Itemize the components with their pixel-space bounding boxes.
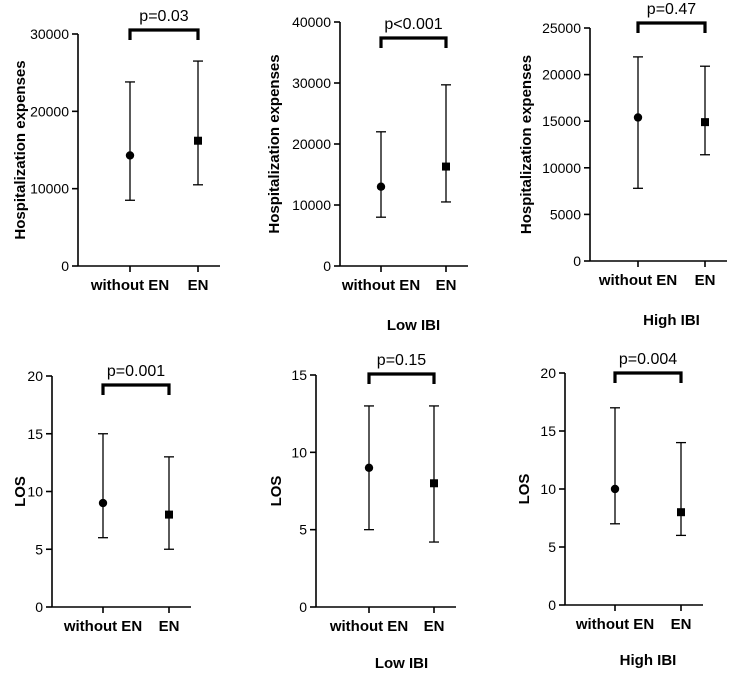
y-tick-label: 30000 — [30, 26, 69, 42]
y-tick-label: 10 — [27, 484, 43, 500]
x-axis-title: High IBI — [643, 312, 700, 329]
x-category-label: EN — [671, 616, 692, 633]
x-category-label: without EN — [598, 272, 677, 289]
x-category-label: EN — [436, 277, 457, 294]
median-point-without-en — [633, 113, 643, 122]
y-axis-title: LOS — [516, 474, 533, 505]
y-tick-label: 5000 — [550, 206, 581, 222]
panel-4: 0 5 10 15 20 without EN EN LOS p=0.001 — [12, 363, 191, 635]
y-tick-label: 0 — [548, 597, 556, 613]
x-axis-title: Low IBI — [375, 655, 428, 672]
y-tick-label: 5 — [35, 541, 43, 557]
y-tick-label: 20 — [540, 365, 556, 381]
significance-bracket — [613, 371, 683, 383]
y-tick-label: 0 — [323, 258, 331, 274]
x-category-label: without EN — [90, 277, 169, 294]
y-tick-label: 10000 — [292, 197, 331, 213]
x-category-label: without EN — [63, 618, 142, 635]
significance-bracket — [128, 28, 200, 40]
x-category-label: EN — [695, 272, 716, 289]
x-axis-title: High IBI — [620, 652, 677, 669]
panel-5: 0 5 10 15 without EN EN LOS Low IBI p=0.15 — [268, 352, 456, 672]
x-category-label: without EN — [329, 618, 408, 635]
significance-bracket — [367, 372, 436, 384]
y-axis-title: Hospitalization expenses — [12, 60, 29, 239]
p-value-label: p=0.001 — [107, 363, 165, 380]
x-category-label: EN — [188, 277, 209, 294]
significance-bracket — [636, 21, 707, 33]
median-point-without-en — [125, 151, 135, 160]
x-category-label: EN — [424, 618, 445, 635]
median-point-en — [701, 118, 709, 127]
p-value-label: p=0.47 — [647, 1, 696, 18]
panel-2: 0 10000 20000 30000 40000 without EN EN Hospita… — [266, 14, 468, 334]
panel-6: 0 5 10 15 20 without EN EN LOS High IBI p=0.004 — [516, 351, 703, 669]
y-tick-label: 5 — [548, 539, 556, 555]
y-axis-title: Hospitalization expenses — [266, 54, 283, 233]
p-value-label: p=0.004 — [619, 351, 677, 368]
y-tick-label: 25000 — [542, 20, 581, 36]
y-tick-label: 10000 — [542, 160, 581, 176]
y-axis-title: LOS — [268, 476, 285, 507]
median-point-without-en — [376, 182, 386, 191]
median-point-without-en — [610, 484, 620, 494]
y-tick-label: 0 — [573, 253, 581, 269]
y-tick-label: 15 — [291, 367, 307, 383]
median-point-without-en — [98, 498, 108, 508]
x-category-label: without EN — [341, 277, 420, 294]
median-point-en — [442, 162, 450, 171]
y-tick-label: 0 — [35, 599, 43, 615]
median-point-en — [194, 136, 202, 145]
p-value-label: p=0.03 — [139, 8, 188, 25]
y-axis-title: LOS — [12, 476, 29, 507]
y-tick-label: 0 — [61, 258, 69, 274]
median-point-without-en — [364, 463, 374, 472]
y-tick-label: 0 — [299, 599, 307, 615]
y-tick-label: 20000 — [292, 136, 331, 152]
panel-3: 0 5000 10000 15000 20000 25000 without EN EN Hos… — [518, 1, 727, 329]
y-tick-label: 15 — [27, 426, 43, 442]
y-tick-label: 5 — [299, 522, 307, 538]
y-tick-label: 15000 — [542, 113, 581, 129]
median-point-en — [677, 508, 685, 517]
p-value-label: p=0.15 — [377, 352, 426, 369]
significance-bracket — [379, 36, 448, 48]
y-tick-label: 30000 — [292, 75, 331, 91]
median-point-en — [430, 479, 438, 488]
y-tick-label: 10 — [291, 444, 307, 460]
median-point-en — [165, 510, 173, 519]
y-tick-label: 15 — [540, 423, 556, 439]
y-tick-label: 20000 — [542, 67, 581, 83]
x-category-label: EN — [159, 618, 180, 635]
y-tick-label: 20 — [27, 368, 43, 384]
x-category-label: without EN — [575, 616, 654, 633]
p-value-label: p<0.001 — [384, 16, 442, 33]
y-tick-label: 20000 — [30, 103, 69, 119]
y-tick-label: 10 — [540, 481, 556, 497]
y-tick-label: 40000 — [292, 14, 331, 30]
panel-1: 0 10000 20000 30000 without EN EN Hospitalizat… — [12, 8, 220, 294]
x-axis-title: Low IBI — [387, 317, 440, 334]
y-axis-title: Hospitalization expenses — [518, 55, 535, 234]
y-tick-label: 10000 — [30, 181, 69, 197]
significance-bracket — [101, 383, 171, 395]
